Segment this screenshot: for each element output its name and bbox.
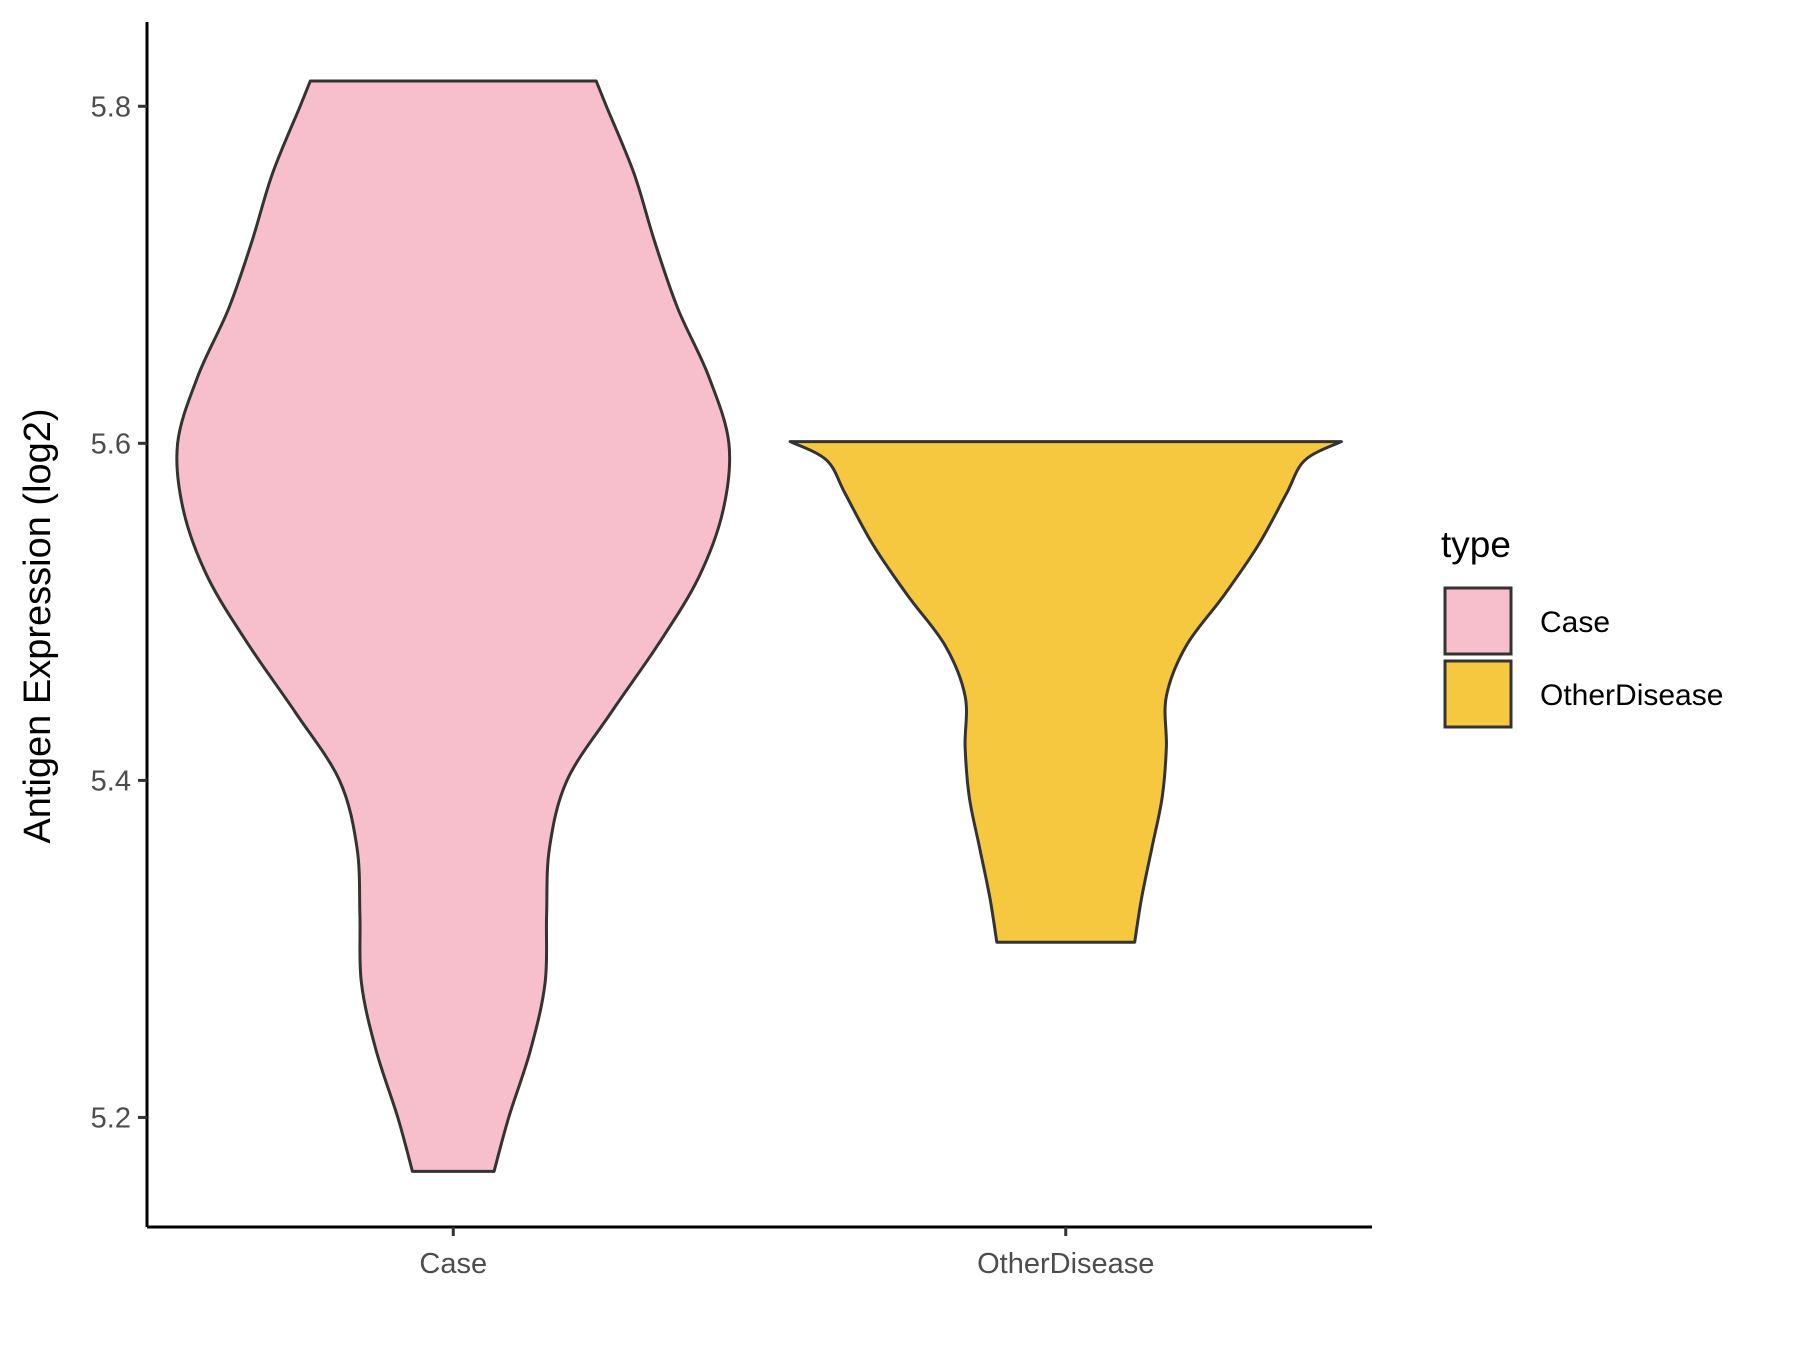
violin-layer bbox=[175, 79, 1343, 1173]
axes-layer: 5.2 5.4 5.6 5.8 Case OtherDisease bbox=[91, 22, 1372, 1280]
violin-otherdisease bbox=[788, 440, 1343, 944]
y-tick-label: 5.6 bbox=[91, 428, 131, 460]
legend: type Case OtherDisease bbox=[1441, 524, 1723, 729]
y-tick-label: 5.8 bbox=[91, 91, 131, 123]
x-tick-label: OtherDisease bbox=[977, 1248, 1154, 1280]
legend-label: Case bbox=[1540, 606, 1610, 639]
y-tick-label: 5.4 bbox=[91, 765, 131, 797]
legend-swatch-otherdisease bbox=[1443, 659, 1513, 729]
legend-title: type bbox=[1441, 524, 1511, 565]
legend-swatch-case bbox=[1443, 586, 1513, 656]
y-axis-title: Antigen Expression (log2) bbox=[17, 408, 59, 843]
x-tick-label: Case bbox=[419, 1248, 487, 1280]
violin-case bbox=[175, 79, 732, 1173]
legend-label: OtherDisease bbox=[1540, 679, 1723, 712]
y-tick-label: 5.2 bbox=[91, 1102, 131, 1134]
